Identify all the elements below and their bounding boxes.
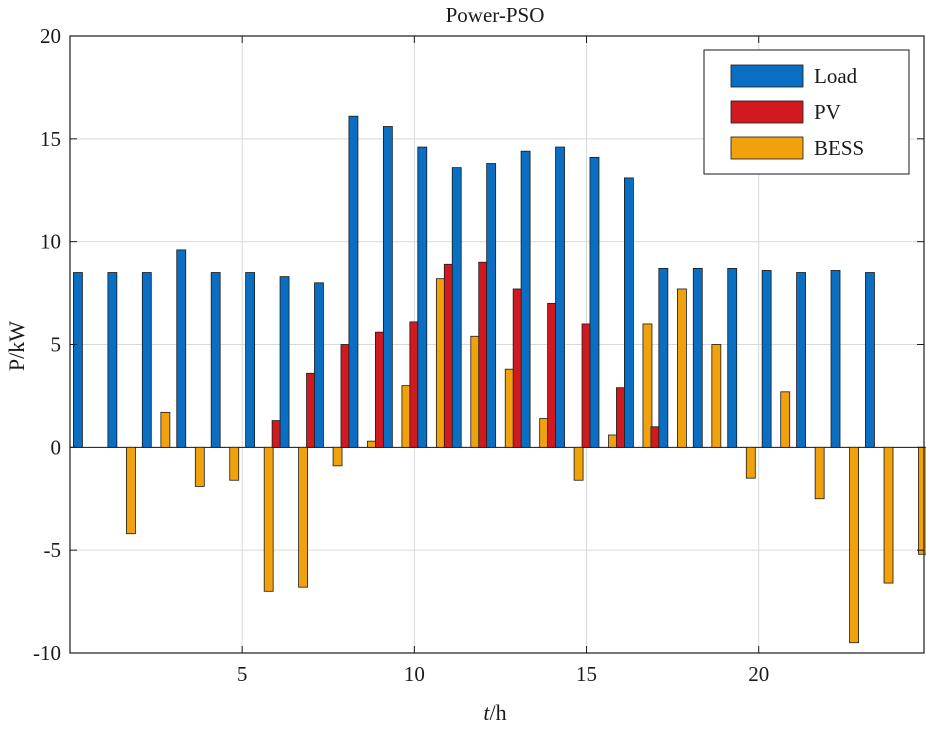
bar-load-11: [417, 146, 428, 448]
bar-load-18: [658, 268, 669, 448]
x-axis-label: t/h: [483, 700, 506, 725]
bar-bess-2: [160, 411, 171, 448]
bar-load-15: [555, 146, 565, 448]
bar-load-5: [210, 272, 221, 448]
x-axis-label-unit: /h: [490, 700, 507, 725]
y-tick-label: -10: [33, 641, 61, 665]
bar-load-17: [624, 177, 634, 448]
legend-swatch-load: [730, 64, 804, 88]
bar-load-10: [382, 126, 393, 448]
bar-load-13: [486, 163, 497, 448]
y-tick-label: 5: [51, 333, 62, 357]
tick-labels: -10 -5 0 5 10 15 20 5 10 15 20: [33, 24, 769, 686]
bar-bess-18: [711, 344, 722, 448]
bar-bess-16: [642, 323, 653, 448]
legend: Load PV BESS: [703, 49, 910, 175]
bar-load-24: [865, 272, 875, 448]
y-tick-label: 15: [40, 127, 61, 151]
bar-bess-19: [745, 446, 756, 479]
bar-bess-23: [883, 446, 894, 584]
bars: [73, 115, 926, 644]
bar-load-7: [279, 276, 290, 448]
y-tick-label: 20: [40, 24, 61, 48]
bar-load-20: [727, 268, 738, 448]
bar-load-12: [451, 167, 462, 448]
bar-bess-3: [194, 446, 205, 487]
legend-swatch-bess: [730, 136, 804, 160]
bar-bess-14: [573, 446, 584, 481]
bar-load-6: [245, 272, 256, 448]
legend-label-bess: BESS: [814, 136, 864, 160]
x-tick-label: 20: [748, 662, 769, 686]
x-tick-label: 5: [237, 662, 248, 686]
bar-load-21: [761, 270, 772, 448]
legend-label-load: Load: [814, 64, 858, 88]
x-axis-label-variable: t: [483, 700, 490, 725]
bar-load-4: [176, 249, 187, 448]
bar-bess-22: [849, 446, 859, 644]
bar-load-22: [796, 272, 806, 448]
bar-bess-5: [263, 446, 274, 592]
bar-bess-24: [918, 446, 926, 555]
y-tick-label: 10: [40, 230, 61, 254]
chart-title: Power-PSO: [446, 3, 545, 27]
bar-load-8: [314, 282, 324, 448]
bar-load-19: [692, 268, 703, 448]
y-tick-label: 0: [51, 435, 62, 459]
bar-load-1: [73, 272, 83, 448]
bar-bess-1: [126, 446, 136, 535]
bar-bess-6: [298, 446, 309, 588]
x-tick-label: 15: [576, 662, 597, 686]
bar-load-2: [107, 272, 118, 448]
bar-load-14: [520, 150, 531, 448]
x-tick-label: 10: [404, 662, 425, 686]
legend-swatch-pv: [730, 100, 804, 124]
bar-load-9: [348, 115, 359, 448]
bar-load-23: [830, 270, 841, 448]
bar-bess-4: [229, 446, 240, 481]
bar-load-16: [589, 156, 600, 448]
bar-bess-20: [780, 391, 791, 448]
bar-bess-21: [814, 446, 825, 500]
y-axis-label: P/kW: [4, 321, 29, 371]
y-tick-label: -5: [44, 538, 62, 562]
legend-label-pv: PV: [814, 100, 841, 124]
tick-marks: [70, 35, 924, 654]
bar-bess-7: [332, 446, 343, 467]
bar-bess-17: [677, 288, 687, 448]
bar-load-3: [141, 272, 152, 448]
